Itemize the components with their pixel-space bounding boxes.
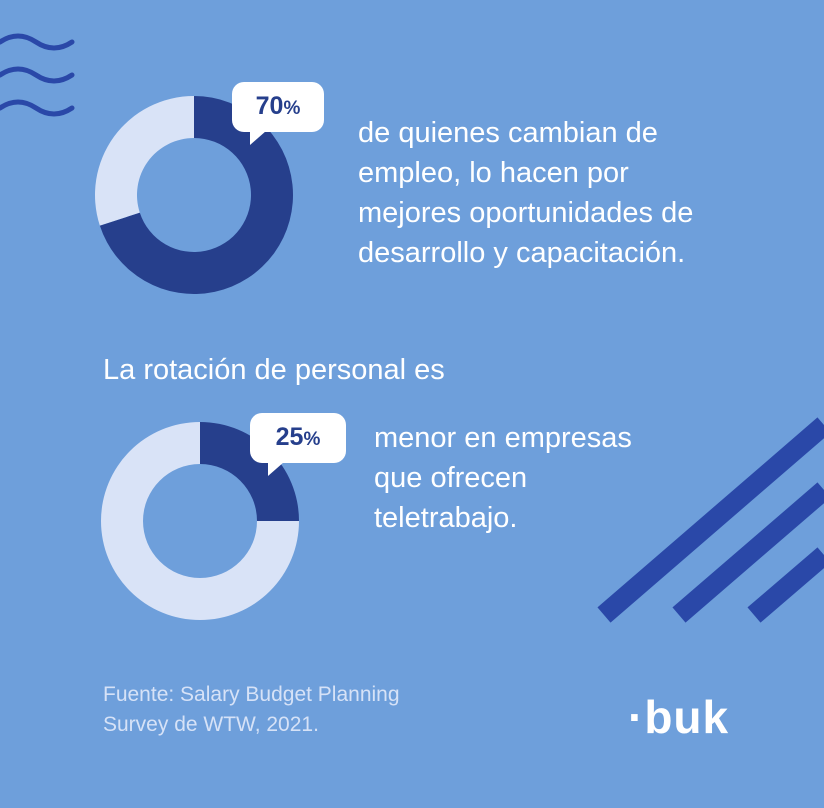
description-line: desarrollo y capacitación. [358,237,686,269]
percentage-bubble-2: 25% [250,413,346,476]
brand-logo-dot: · [628,691,645,743]
donut-slice-highlight [200,422,299,521]
percentage-bubble-1: 70% [232,82,324,145]
brand-logo: ·buk [628,690,729,744]
donut-chart-1 [94,96,294,294]
wave-lines-icon [0,33,75,117]
description-line: menor en empresas [374,422,632,454]
chart-1-unit-label: % [283,98,301,119]
donut-slice-rest [94,96,194,226]
source-line-1: Fuente: Salary Budget Planning [103,683,400,706]
description-line: que ofrecen [374,462,528,494]
description-line: empleo, lo hacen por [358,157,629,189]
donut-slice-highlight [99,96,294,294]
brand-logo-text: buk [644,691,730,743]
intro-line: La rotación de personal es [103,354,445,386]
chart-1-description: de quienes cambian de empleo, lo hacen p… [358,113,693,273]
donut-slice-rest [101,422,299,620]
chart-2-description: menor en empresas que ofrecen teletrabaj… [374,418,632,538]
chart-2-unit-label: % [303,429,321,450]
source-line-2: Survey de WTW, 2021. [103,713,319,736]
description-line: teletrabajo. [374,502,518,534]
source-note: Fuente: Salary Budget Planning Survey de… [103,680,400,740]
description-line: de quienes cambian de [358,117,658,149]
donut-chart-2 [101,422,299,620]
chart-2-value-label: 25 [275,423,304,451]
description-line: mejores oportunidades de [358,197,694,229]
chart-1-value-label: 70 [255,92,284,120]
diagonal-stripes-icon [597,417,824,623]
chart-2-intro: La rotación de personal es [103,350,445,390]
